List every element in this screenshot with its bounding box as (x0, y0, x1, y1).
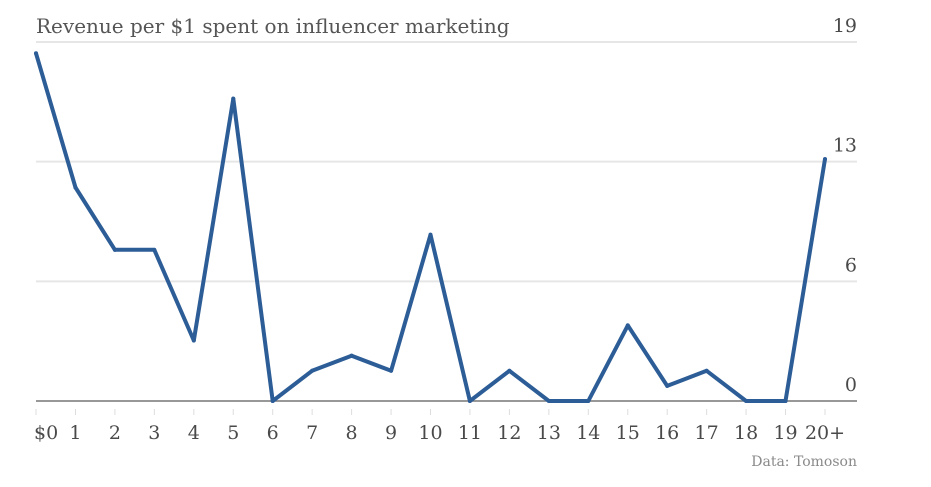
x-tick-label: 6 (267, 422, 279, 444)
data-point (546, 399, 551, 403)
x-tick-label: 20+ (805, 422, 845, 444)
data-point (349, 353, 354, 358)
x-tick-label: 16 (655, 422, 679, 444)
data-point (270, 399, 275, 403)
x-tick-label: $0 (34, 422, 58, 444)
data-point (467, 399, 472, 403)
x-tick-label: 11 (458, 422, 482, 444)
data-point (783, 399, 788, 403)
data-point (310, 368, 315, 373)
data-point (823, 157, 827, 162)
chart-title: Revenue per $1 spent on influencer marke… (36, 14, 510, 38)
x-tick-label: 19 (773, 422, 797, 444)
x-tick-label: 17 (695, 422, 719, 444)
x-tick-label: 7 (306, 422, 318, 444)
x-tick-label: 5 (227, 422, 239, 444)
x-tick-label: 18 (734, 422, 758, 444)
data-point (507, 368, 512, 373)
data-point (152, 247, 157, 252)
x-tick-label: 14 (576, 422, 600, 444)
x-tick-label: 12 (497, 422, 521, 444)
data-point (231, 96, 236, 101)
data-point (625, 323, 630, 328)
x-tick-label: 4 (188, 422, 200, 444)
x-tick-label: 3 (148, 422, 160, 444)
data-point (586, 399, 591, 403)
series-line (34, 51, 827, 403)
data-point (112, 247, 117, 252)
data-point (744, 399, 749, 403)
x-axis-ticks: $0 1 2 3 4 5 6 7 8 9 10 11 12 13 14 15 16 17 18 19 20+ (34, 409, 845, 444)
x-tick-label: 8 (346, 422, 358, 444)
x-tick-label: 15 (616, 422, 640, 444)
x-tick-label: 10 (418, 422, 442, 444)
data-point (704, 368, 709, 373)
y-tick-label: 0 (845, 374, 857, 396)
x-tick-label: 2 (109, 422, 121, 444)
y-tick-label: 13 (833, 135, 857, 157)
y-tick-label: 6 (845, 254, 857, 276)
x-tick-label: 13 (537, 422, 561, 444)
data-point (389, 368, 394, 373)
data-point (73, 185, 78, 190)
data-point (34, 51, 38, 56)
y-tick-label: 19 (833, 15, 857, 37)
data-point (665, 383, 670, 388)
x-tick-label: 1 (69, 422, 81, 444)
gridlines (36, 41, 857, 402)
y-axis-ticks: 0 6 13 19 (833, 15, 857, 396)
x-tick-label: 9 (385, 422, 397, 444)
data-point (191, 338, 196, 343)
data-points (34, 51, 827, 403)
source-note: Data: Tomoson (751, 454, 857, 470)
data-point (428, 232, 433, 237)
